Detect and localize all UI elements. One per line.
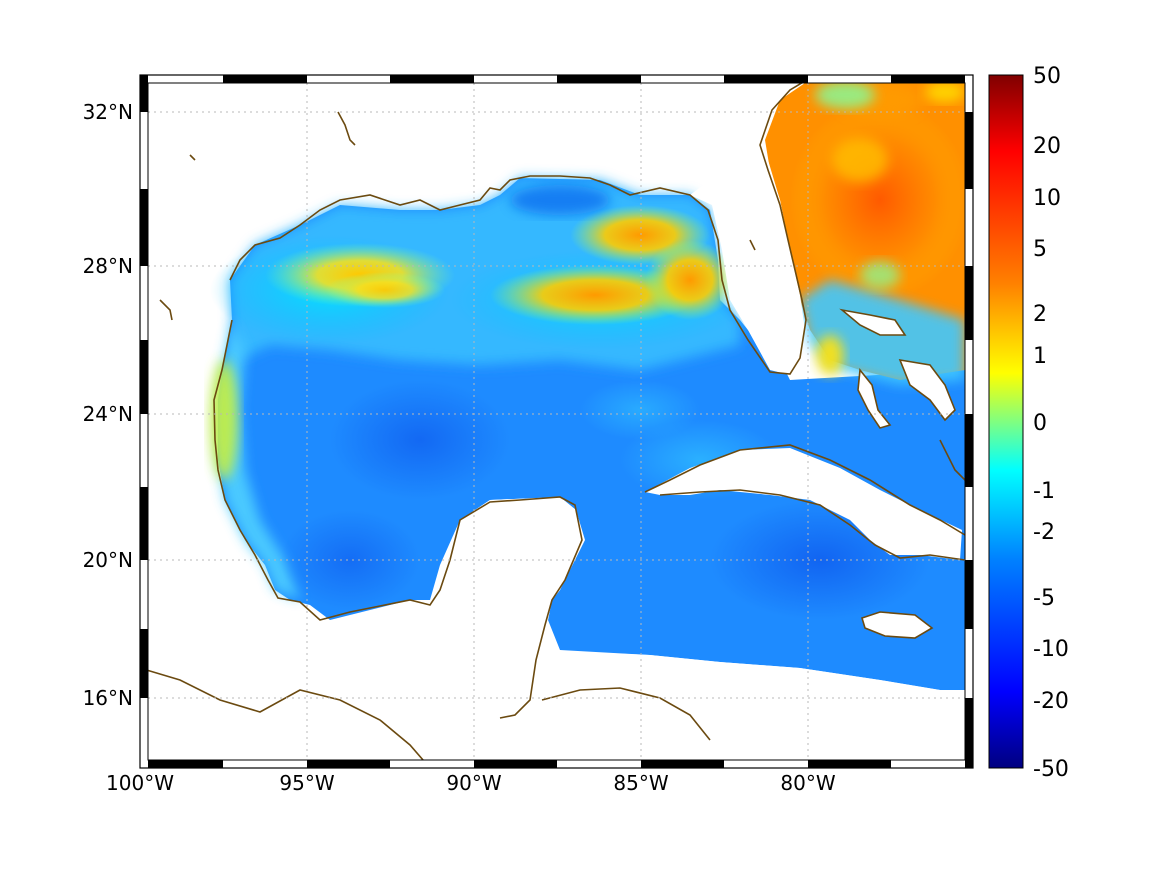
- x-tick-label: 80°W: [780, 771, 835, 795]
- colorbar-tick-label: 0: [1033, 411, 1047, 436]
- x-tick-label: 90°W: [446, 771, 501, 795]
- x-tick-label: 95°W: [279, 771, 334, 795]
- colorbar-tick-label: 1: [1033, 344, 1047, 369]
- colorbar-tick-label: 50: [1033, 64, 1061, 89]
- y-tick-label: 32°N: [83, 100, 133, 124]
- colorbar-tick-label: 2: [1033, 302, 1047, 327]
- y-tick-label: 24°N: [83, 402, 133, 426]
- frame-border: [140, 75, 973, 768]
- y-tick-label: 28°N: [83, 254, 133, 278]
- inner-frame-line: [147, 82, 966, 761]
- colorbar-tick-label: -20: [1033, 689, 1069, 714]
- colorbar-tick-label: -5: [1033, 586, 1055, 611]
- y-axis-ticks: 32°N 28°N 24°N 20°N 16°N: [83, 100, 133, 710]
- grid-lines: [148, 83, 965, 760]
- colorbar-tick-label: 20: [1033, 134, 1061, 159]
- x-tick-label: 85°W: [613, 771, 668, 795]
- colorbar-tick-label: -2: [1033, 520, 1055, 545]
- colorbar-tick-label: 5: [1033, 237, 1047, 262]
- data-field: [210, 83, 965, 690]
- y-tick-label: 20°N: [83, 548, 133, 572]
- colorbar-tick-label: 10: [1033, 186, 1061, 211]
- x-tick-label: 100°W: [106, 771, 174, 795]
- colorbar-tick-label: -10: [1033, 637, 1069, 662]
- x-axis-ticks: 100°W 95°W 90°W 85°W 80°W: [106, 771, 836, 795]
- colorbar-tick-label: -50: [1033, 757, 1069, 782]
- coastlines: [148, 83, 965, 760]
- y-tick-label: 16°N: [83, 686, 133, 710]
- land-masks: [420, 83, 965, 768]
- colorbar-tick-label: -1: [1033, 479, 1055, 504]
- outer-frame-line: [139, 74, 974, 769]
- colorbar: [988, 74, 1024, 769]
